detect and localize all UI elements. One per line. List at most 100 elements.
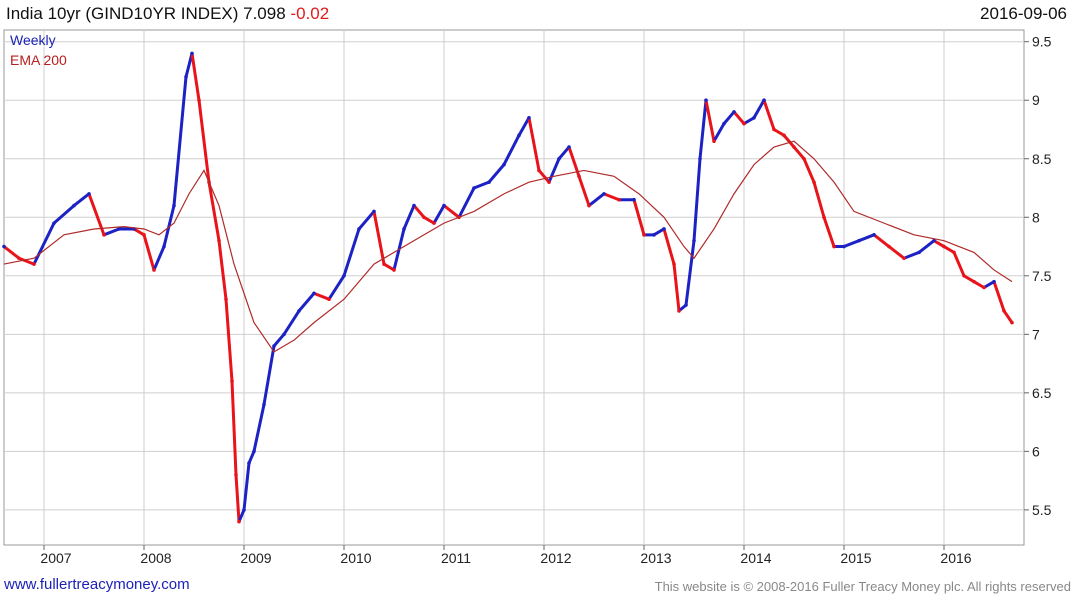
weekly-point [487, 180, 491, 184]
plot-frame [3, 29, 1025, 546]
weekly-point [672, 262, 676, 266]
weekly-point [357, 227, 361, 231]
weekly-point [872, 233, 876, 237]
weekly-segment [162, 204, 176, 249]
price-change: -0.02 [290, 4, 330, 23]
x-tick-label: 2012 [540, 550, 571, 566]
weekly-segment [537, 168, 551, 184]
ema-line [3, 140, 1013, 353]
weekly-segment [224, 297, 234, 383]
weekly-point [297, 309, 301, 313]
weekly-segment [472, 180, 491, 190]
weekly-segment [792, 145, 806, 161]
y-tick-label: 7 [1032, 326, 1040, 342]
title-text: India 10yr (GIND10YR INDEX) 7.098 [6, 4, 286, 23]
weekly-segment [312, 291, 331, 301]
weekly-segment [992, 280, 1006, 313]
weekly-point [252, 449, 256, 454]
weekly-point [662, 227, 666, 231]
weekly-segment [262, 344, 276, 407]
weekly-point [902, 256, 906, 261]
weekly-segment [217, 239, 228, 301]
weekly-segment [412, 204, 426, 219]
weekly-point [422, 215, 426, 220]
weekly-point [102, 233, 106, 237]
weekly-point [577, 174, 581, 179]
weekly-point [234, 472, 238, 477]
weekly-point [190, 51, 194, 56]
weekly-segment [197, 98, 211, 184]
weekly-point [712, 139, 716, 143]
weekly-point [472, 186, 476, 190]
weekly-segment [442, 204, 461, 219]
weekly-point [327, 297, 331, 302]
weekly-segment [527, 116, 541, 172]
weekly-segment [917, 239, 936, 254]
weekly-point [752, 115, 756, 120]
weekly-point [162, 244, 166, 249]
weekly-segment [237, 508, 246, 524]
weekly-point [692, 238, 696, 243]
weekly-point [142, 233, 146, 237]
weekly-segment [190, 51, 201, 102]
weekly-segment [752, 98, 766, 120]
weekly-segment [842, 239, 861, 249]
weekly-point [247, 461, 251, 465]
weekly-segment [342, 227, 361, 278]
weekly-segment [517, 116, 531, 137]
weekly-segment [502, 133, 521, 167]
weekly-point [152, 268, 156, 272]
chart-title: India 10yr (GIND10YR INDEX) 7.098 -0.02 [6, 4, 329, 24]
weekly-segment [932, 239, 946, 249]
x-tick-label: 2008 [140, 550, 171, 566]
weekly-point [197, 98, 201, 103]
weekly-segment [722, 110, 736, 126]
weekly-segment [672, 262, 681, 313]
weekly-point [502, 162, 506, 167]
weekly-point [537, 168, 541, 173]
weekly-segment [152, 245, 166, 272]
weekly-point [547, 180, 551, 184]
footer-site-link[interactable]: www.fullertreacymoney.com [4, 576, 190, 593]
weekly-segment [742, 116, 756, 126]
x-tick-label: 2016 [940, 550, 971, 566]
weekly-point [992, 279, 996, 284]
weekly-point [812, 180, 816, 184]
weekly-point [732, 110, 736, 114]
weekly-segment [382, 262, 396, 272]
weekly-point [704, 98, 708, 103]
weekly-segment [684, 239, 696, 307]
x-tick-label: 2010 [340, 550, 371, 566]
x-tick-label: 2015 [840, 550, 871, 566]
weekly-point [557, 156, 561, 161]
x-tick-label: 2013 [640, 550, 671, 566]
weekly-segment [457, 186, 476, 219]
weekly-segment [982, 280, 996, 289]
weekly-point [782, 133, 786, 138]
weekly-point [932, 238, 936, 243]
weekly-segment [372, 209, 386, 266]
weekly-point [282, 332, 286, 337]
weekly-segment [942, 245, 956, 254]
weekly-point [87, 192, 91, 196]
legend-ema: EMA 200 [10, 52, 67, 68]
footer-copyright: This website is © 2008-2016 Fuller Treac… [654, 579, 1071, 594]
weekly-segment [962, 274, 976, 284]
weekly-segment [142, 233, 156, 272]
weekly-point [952, 250, 956, 255]
weekly-point [412, 203, 416, 208]
weekly-segment [252, 403, 266, 453]
weekly-point [517, 133, 521, 138]
weekly-point [342, 273, 346, 278]
weekly-point [442, 203, 446, 208]
weekly-segment [857, 233, 876, 243]
weekly-segment [207, 180, 221, 243]
weekly-point [587, 203, 591, 208]
weekly-segment [704, 98, 716, 143]
weekly-point [972, 279, 976, 284]
x-tick-label: 2014 [740, 550, 771, 566]
weekly-point [684, 303, 688, 307]
weekly-point [117, 227, 121, 231]
chart-date: 2016-09-06 [980, 4, 1067, 23]
weekly-segment [602, 192, 621, 202]
